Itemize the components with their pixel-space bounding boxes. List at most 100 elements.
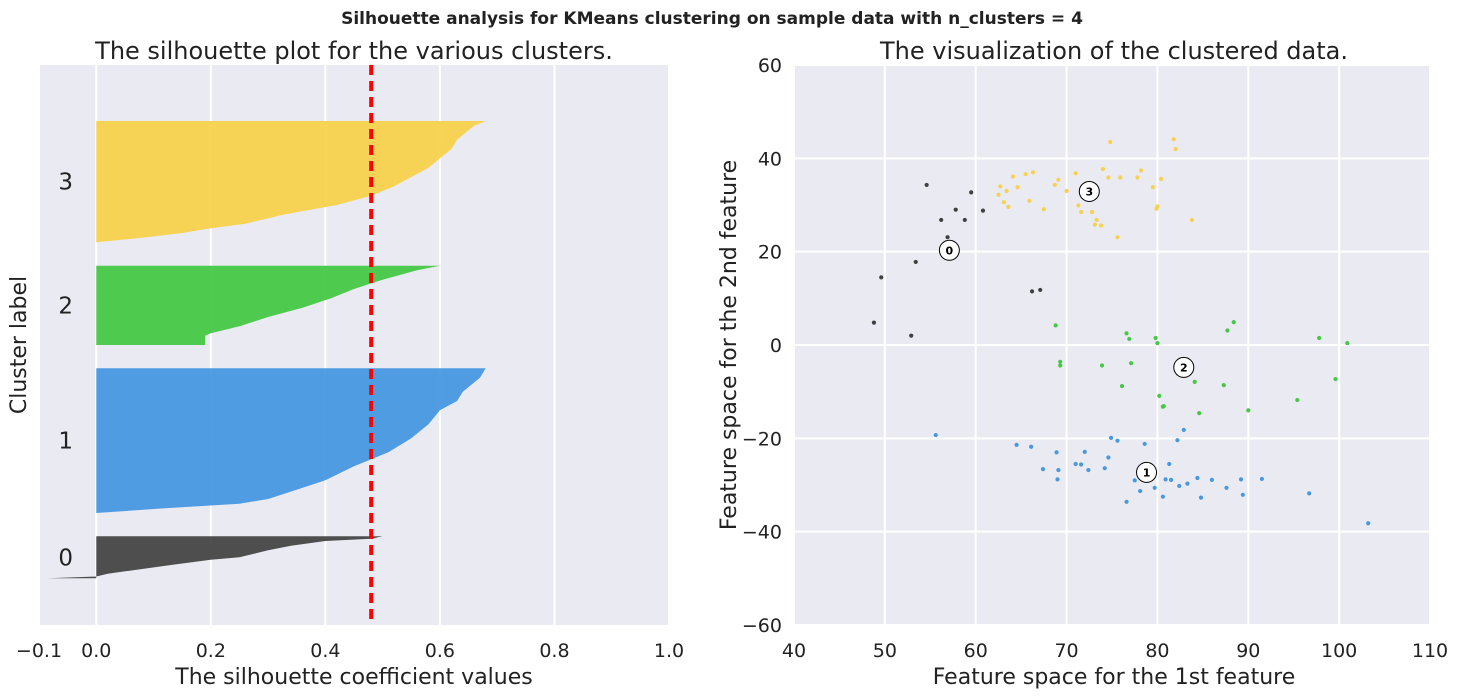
scatter-point-cluster-1: [1040, 467, 1046, 472]
scatter-point-cluster-1: [1240, 492, 1245, 497]
scatter-y-tick-label: 40: [758, 148, 782, 170]
scatter-point-cluster-0: [962, 217, 967, 223]
scatter-point-cluster-1: [1108, 435, 1114, 440]
scatter-plot-title: The visualization of the clustered data.: [879, 37, 1348, 65]
silhouette-y-axis-label: Cluster label: [7, 276, 32, 414]
scatter-point-cluster-1: [1198, 495, 1204, 500]
scatter-point-cluster-3: [1098, 223, 1104, 228]
scatter-y-tick-label: −40: [742, 522, 782, 544]
scatter-point-cluster-3: [1106, 175, 1111, 180]
scatter-point-cluster-3: [1006, 204, 1011, 209]
scatter-point-cluster-3: [1064, 188, 1069, 194]
cluster-scatter-plot: 0 1 2 3 40 50 60 70 80 90 100 110 −60 −40 −20 0 20 40 60…: [717, 37, 1448, 690]
scatter-point-cluster-0: [945, 235, 950, 240]
scatter-point-cluster-3: [1004, 188, 1009, 194]
scatter-point-cluster-2: [1221, 383, 1226, 388]
scatter-point-cluster-2: [1058, 359, 1063, 364]
scatter-point-cluster-3: [1041, 207, 1046, 212]
scatter-point-cluster-3: [1115, 235, 1120, 240]
scatter-x-tick-label: 70: [1054, 640, 1078, 662]
silhouette-bands: [47, 121, 486, 579]
scatter-point-cluster-2: [1345, 341, 1350, 346]
silhouette-band-cluster-1: [96, 368, 486, 513]
scatter-point-cluster-2: [1155, 341, 1160, 346]
scatter-y-axis-label: Feature space for the 2nd feature: [717, 160, 742, 530]
cluster-labels: 0 1 2 3: [58, 170, 73, 572]
scatter-point-cluster-3: [1092, 222, 1097, 227]
silhouette-band-cluster-0: [47, 536, 383, 579]
scatter-point-cluster-2: [1295, 397, 1300, 403]
scatter-points: [871, 137, 1371, 526]
scatter-point-cluster-0: [1029, 289, 1035, 294]
scatter-point-cluster-3: [1173, 146, 1178, 152]
scatter-point-cluster-3: [1118, 175, 1123, 180]
scatter-x-axis-label: Feature space for the 1st feature: [933, 665, 1296, 690]
silhouette-x-tick-label: −0.1: [16, 640, 62, 662]
silhouette-x-tick-label: 0.4: [310, 640, 340, 662]
scatter-point-cluster-1: [1167, 461, 1172, 467]
silhouette-x-tick-labels: −0.1 0.0 0.2 0.4 0.6 0.8 1.0: [16, 640, 684, 662]
scatter-x-tick-label: 100: [1321, 640, 1357, 662]
scatter-point-cluster-1: [933, 432, 938, 438]
silhouette-x-tick-label: 0.0: [81, 640, 111, 662]
silhouette-plot-title: The silhouette plot for the various clus…: [94, 37, 613, 65]
figure-suptitle: Silhouette analysis for KMeans clusterin…: [341, 9, 1083, 29]
scatter-point-cluster-1: [1181, 427, 1186, 433]
scatter-point-cluster-2: [1058, 363, 1063, 368]
scatter-point-cluster-0: [980, 208, 986, 213]
scatter-point-cluster-2: [1333, 376, 1338, 382]
scatter-y-tick-labels: −60 −40 −20 0 20 40 60: [742, 55, 782, 637]
cluster-center-3: [1078, 180, 1100, 202]
silhouette-plot: −0.1 0.0 0.2 0.4 0.6 0.8 1.0 0 1 2 3 The silhouet…: [7, 37, 684, 690]
scatter-point-cluster-3: [1135, 175, 1140, 180]
scatter-x-tick-label: 40: [782, 640, 806, 662]
scatter-point-cluster-1: [1138, 488, 1143, 494]
scatter-point-cluster-3: [1089, 209, 1095, 215]
scatter-point-cluster-3: [1094, 217, 1099, 223]
cluster-label-2: 2: [58, 293, 73, 319]
scatter-point-cluster-2: [1231, 320, 1236, 325]
cluster-center-label-1: 1: [1143, 466, 1151, 479]
scatter-point-cluster-1: [1209, 477, 1215, 482]
scatter-point-cluster-1: [1238, 477, 1244, 482]
scatter-point-cluster-0: [969, 190, 974, 195]
scatter-point-cluster-2: [1127, 336, 1132, 342]
scatter-point-cluster-3: [1001, 200, 1006, 205]
scatter-point-cluster-0: [939, 217, 944, 223]
scatter-point-cluster-3: [1052, 182, 1057, 188]
scatter-point-cluster-1: [1014, 442, 1019, 447]
cluster-center-2: [1173, 356, 1195, 378]
scatter-y-tick-label: −20: [742, 428, 782, 450]
scatter-point-cluster-0: [879, 275, 884, 280]
scatter-point-cluster-2: [1246, 408, 1251, 413]
scatter-point-cluster-1: [1259, 476, 1265, 482]
cluster-label-3: 3: [58, 170, 73, 196]
scatter-point-cluster-2: [1317, 335, 1322, 341]
scatter-point-cluster-1: [1073, 461, 1078, 467]
scatter-point-cluster-2: [1197, 411, 1202, 416]
scatter-point-cluster-0: [909, 333, 914, 338]
scatter-point-cluster-1: [1055, 477, 1060, 482]
scatter-point-cluster-3: [1027, 198, 1032, 203]
cluster-center-label-2: 2: [1180, 361, 1188, 374]
scatter-point-cluster-3: [1079, 209, 1084, 215]
scatter-point-cluster-1: [1124, 499, 1129, 504]
scatter-point-cluster-1: [1056, 467, 1061, 473]
cluster-label-0: 0: [58, 545, 73, 571]
scatter-point-cluster-3: [1171, 137, 1176, 142]
scatter-point-cluster-2: [1128, 361, 1134, 366]
cluster-center-1: [1136, 461, 1158, 483]
scatter-point-cluster-3: [998, 184, 1003, 189]
scatter-point-cluster-3: [1150, 185, 1155, 190]
scatter-point-cluster-3: [1023, 172, 1028, 177]
scatter-point-cluster-1: [1163, 477, 1168, 482]
scatter-point-cluster-1: [1086, 467, 1091, 473]
scatter-point-cluster-3: [1030, 170, 1036, 175]
scatter-point-cluster-1: [1054, 450, 1059, 455]
scatter-plot-grid: [793, 64, 1431, 626]
scatter-y-tick-label: 0: [770, 335, 782, 357]
scatter-point-cluster-1: [1142, 441, 1147, 447]
silhouette-band-cluster-2: [96, 265, 440, 345]
scatter-point-cluster-3: [1108, 139, 1113, 145]
